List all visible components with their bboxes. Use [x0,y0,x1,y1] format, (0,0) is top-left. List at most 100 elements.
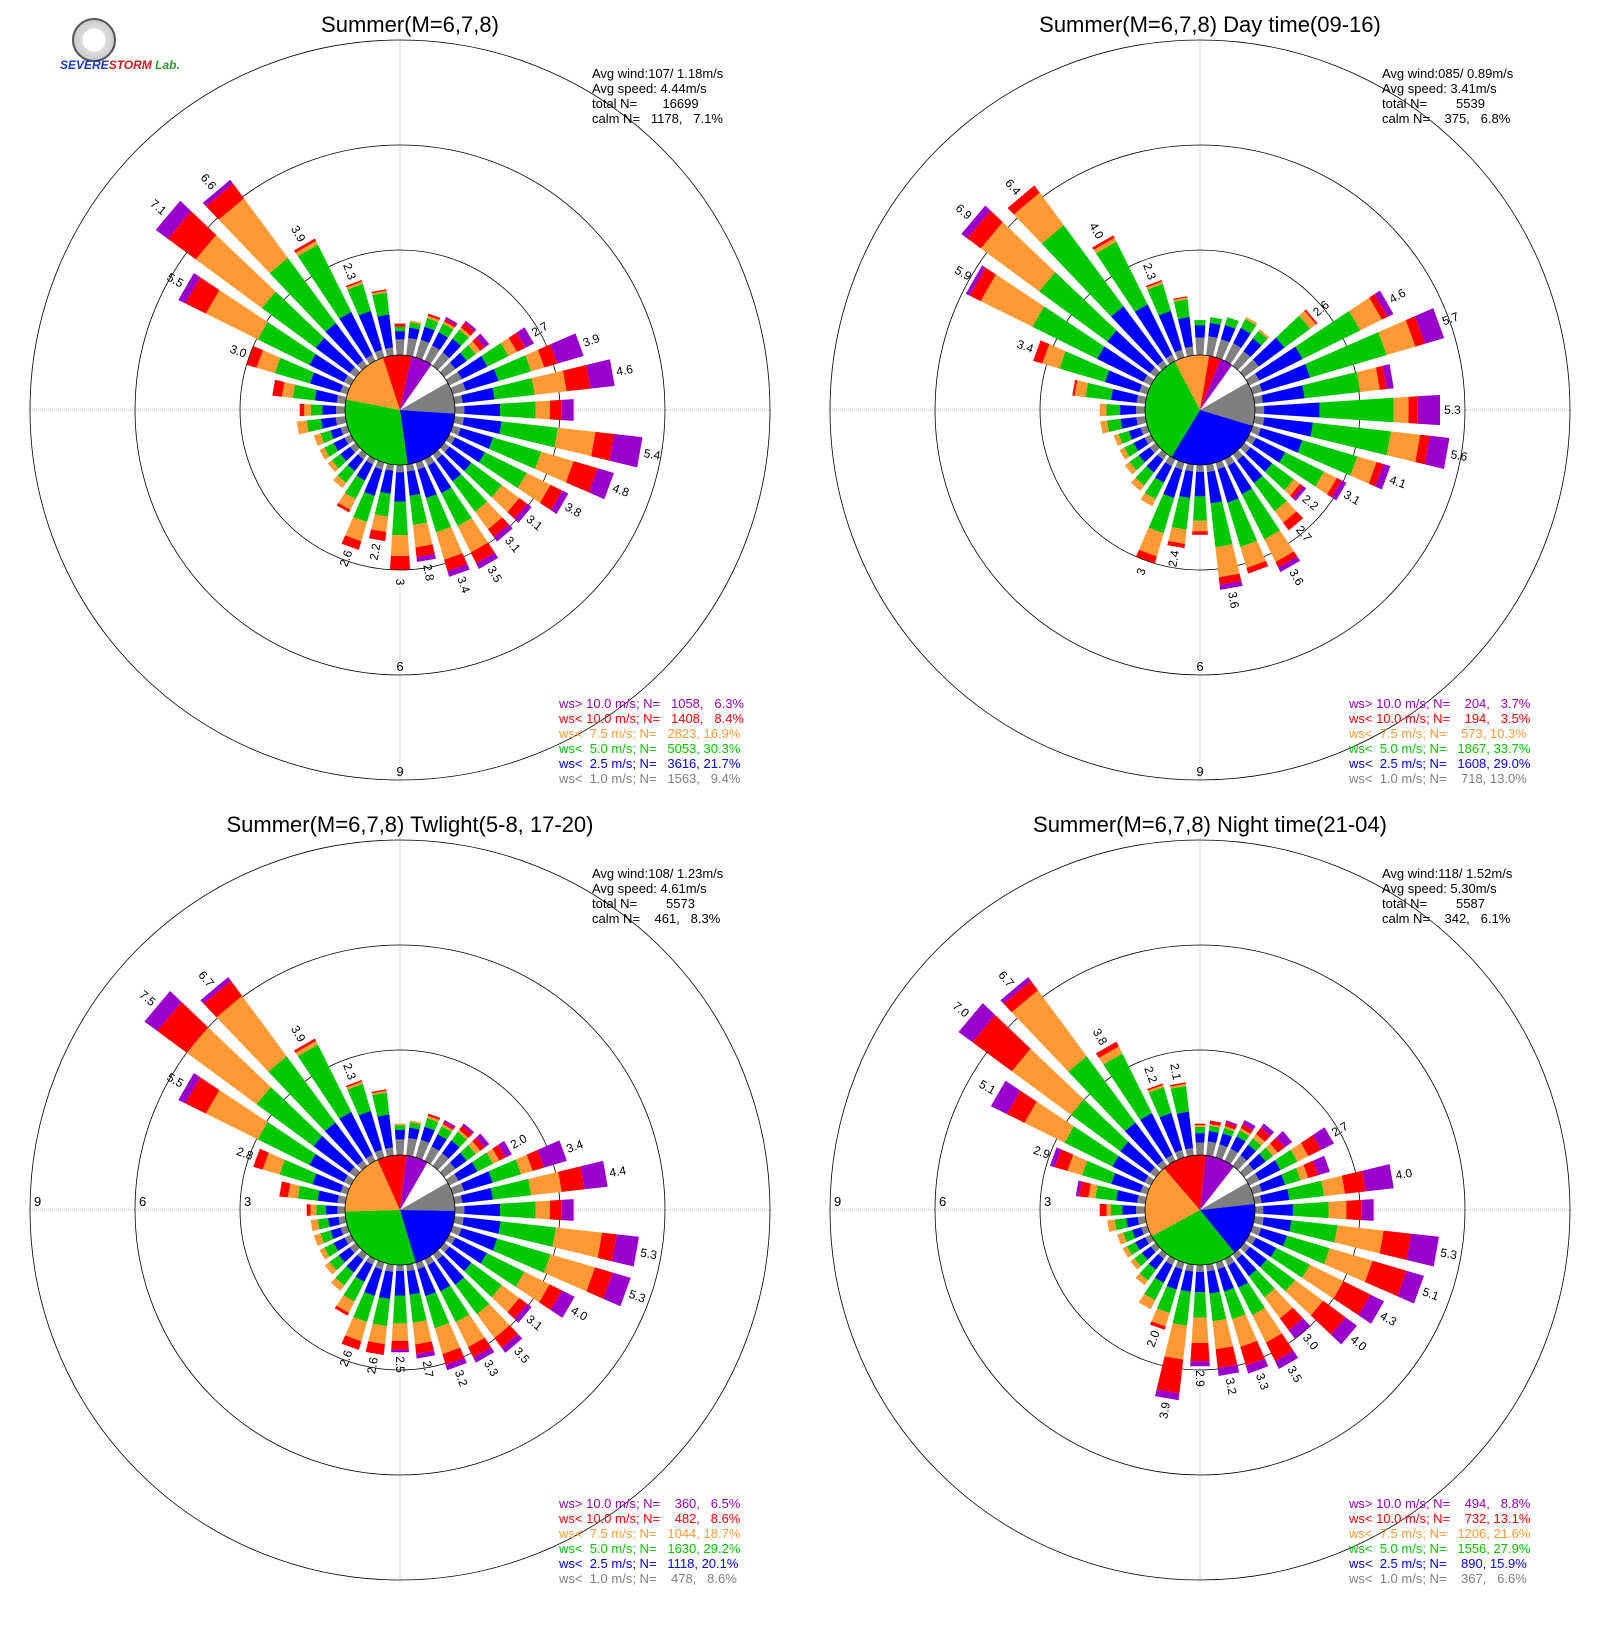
petal-segment [406,1137,418,1157]
petal-segment [1255,1160,1281,1181]
wind-rose-panel-day: 6 9 2.6 4.6 5.7 5.3 5.6 4.1 3.1 2.2 2.7 3.6 3.6 2.4 3 3… [810,10,1610,810]
petal-segment [385,347,394,357]
petal-segment [972,1014,1031,1072]
petal-segment [427,1261,451,1292]
petal-segment [1140,492,1156,507]
legend-item: ws> 10.0 m/s; N= 494, 8.8% [1349,1496,1531,1511]
petal-segment [1305,332,1387,378]
petal-220 [1130,449,1168,491]
petal-segment [1140,1113,1173,1159]
petal-segment [1174,1149,1185,1160]
petal-segment [416,553,436,563]
petal-segment [1136,416,1147,426]
petal-segment [327,460,339,473]
speed-legend: ws> 10.0 m/s; N= 494, 8.8% ws< 10.0 m/s; … [1349,1496,1530,1586]
petal-160 [415,1260,467,1371]
petal-80 [1253,1164,1394,1204]
petal-segment [355,1261,373,1282]
petal-segment [528,1171,562,1196]
petal-230 [1124,442,1161,475]
petal-segment [274,357,314,384]
petal-segment [1158,310,1183,353]
petal-segment [1085,382,1113,401]
petal-segment [451,1131,467,1148]
petal-segment [1064,1126,1119,1167]
petal-segment [1240,319,1257,334]
petal-segment [1240,1340,1266,1366]
petal-segment [1408,396,1418,424]
petal-segment [372,292,390,317]
petal-segment [1074,380,1088,398]
petal-segment [490,1178,532,1200]
petal-70 [1250,1155,1330,1195]
petal-segment [425,494,452,533]
petal-segment [347,1083,371,1116]
petal-segment [1130,477,1145,491]
petal-segment [269,257,336,332]
petal-270 [1099,1203,1146,1217]
ring-label: 9 [834,1194,841,1209]
petal-segment [1310,1300,1346,1335]
petal-60 [445,327,534,386]
petal-segment [1215,339,1230,360]
petal-segment [1245,316,1258,326]
petal-segment [439,362,456,378]
petal-segment [1114,1218,1128,1231]
petal-segment [1220,325,1236,343]
petal-segment [460,345,476,361]
petal-segment [1135,466,1154,486]
petal-segment [1106,1204,1112,1216]
ring-label: 6 [1196,659,1203,674]
petal-segment [507,498,528,520]
petal-segment [313,1135,355,1173]
petal-segment [480,1253,525,1287]
petal-segment [334,1305,349,1316]
petal-segment [1279,1307,1304,1331]
petal-segment [279,1159,317,1185]
petal-segment [450,382,466,395]
petal-segment [1150,1242,1161,1253]
petal-segment [1232,351,1251,371]
petal-150 [424,1255,495,1363]
petal-segment [1288,1318,1311,1339]
petal-segment [1250,425,1262,436]
petal-segment [296,420,309,435]
petal-0 [394,323,406,356]
petal-segment [1304,309,1318,325]
wind-rose-panel-night: 3 6 9 2.7 4.0 5.3 5.1 4.3 4.0 3.0 3.5 3.3 3.2 2.9 3.9 2… [810,810,1610,1610]
petal-segment [475,501,503,530]
petal-30 [424,316,458,365]
petal-50 [1239,1131,1293,1178]
petal-label: 2.9 [1031,1143,1052,1162]
legend-item: ws< 10.0 m/s; N= 732, 13.1% [1349,1511,1531,1526]
ring-2 [934,144,1466,676]
petal-label: 3.3 [481,1357,502,1379]
petal-segment [205,290,268,340]
petal-segment [1259,364,1311,392]
petal-70 [450,333,584,395]
petal-segment [1327,477,1342,498]
petal-350 [371,1089,394,1157]
petal-label: 3.8 [1090,1026,1111,1048]
petal-segment [551,490,569,515]
petal-segment [281,382,296,398]
petal-segment [1151,1308,1170,1327]
petal-segment [1194,471,1206,497]
petal-segment [377,314,393,349]
pie-slice [1200,1182,1255,1210]
petal-segment [417,1266,436,1297]
petal-segment [1049,1147,1062,1168]
petal-segment [1137,1216,1147,1225]
petal-290 [1049,1147,1150,1195]
petal-segment [1068,1056,1136,1132]
petal-50 [439,333,490,378]
petal-label: 3.1 [1341,488,1363,509]
petal-330 [1092,235,1176,365]
pie-slice [1171,410,1253,465]
petal-segment [1107,330,1155,374]
petal-170 [1206,463,1243,590]
petal-segment [1122,1205,1137,1215]
petal-label: 2.1 [1167,1062,1184,1081]
petal-segment [396,464,404,473]
petal-130 [1239,442,1307,502]
